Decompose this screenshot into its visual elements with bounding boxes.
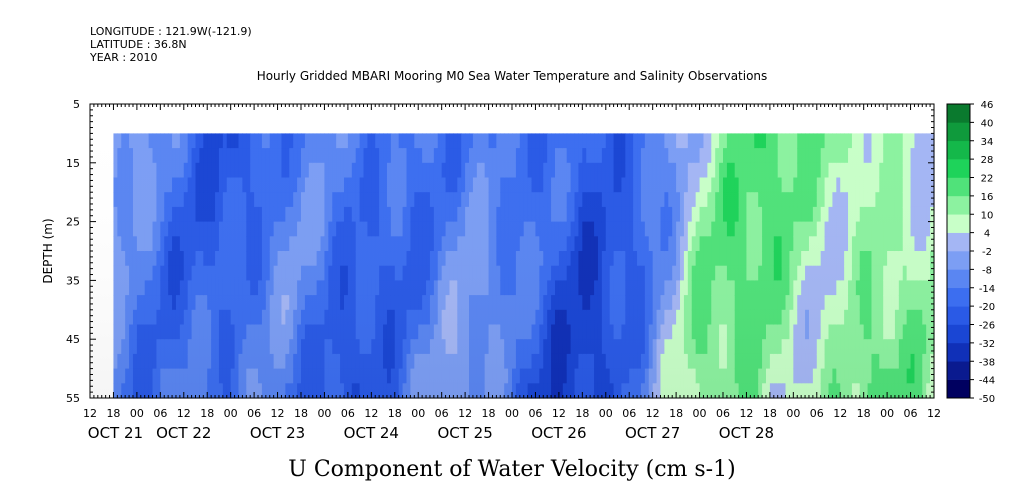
x-hour-label: 12 [646, 407, 660, 420]
x-hour-label: 06 [247, 407, 261, 420]
colorbar-swatch [947, 232, 970, 252]
x-hour-label: 18 [669, 407, 683, 420]
y-tick-label: 5 [73, 98, 80, 111]
chart-title: Hourly Gridded MBARI Mooring M0 Sea Wate… [257, 69, 768, 83]
colorbar-swatch [947, 342, 970, 362]
colorbar-label: 4 [984, 229, 990, 240]
x-hour-label: 06 [153, 407, 167, 420]
x-hour-labels: 12 18 00 06 12 18 00 06 12 18 00 06 12 18 00 06 12 18 00 06… [83, 407, 941, 420]
x-hour-label: 12 [83, 407, 97, 420]
colorbar-swatch [947, 269, 970, 289]
x-hour-label: 00 [130, 407, 144, 420]
colorbar-label: -20 [979, 302, 995, 313]
y-tick-labels: 5 15 25 35 45 55 [66, 98, 80, 405]
x-hour-label: 12 [739, 407, 753, 420]
x-hour-label: 06 [622, 407, 636, 420]
x-day-label: OCT 21 [88, 424, 143, 442]
colorbar-swatch [947, 195, 970, 215]
x-hour-label: 18 [482, 407, 496, 420]
field-shade [90, 104, 934, 398]
x-hour-label: 18 [106, 407, 120, 420]
x-hour-label: 00 [599, 407, 613, 420]
x-hour-label: 12 [271, 407, 285, 420]
colorbar-label: 46 [981, 100, 994, 111]
x-hour-label: 18 [200, 407, 214, 420]
colorbar-swatch [947, 140, 970, 160]
x-day-label: OCT 24 [344, 424, 399, 442]
colorbar-swatch [947, 214, 970, 233]
colorbar-label: -32 [979, 339, 995, 350]
x-hour-label: 18 [857, 407, 871, 420]
x-hour-label: 06 [435, 407, 449, 420]
x-hour-label: 06 [341, 407, 355, 420]
x-hour-label: 12 [833, 407, 847, 420]
colorbar-swatch [947, 104, 970, 123]
colorbar-swatch [947, 361, 970, 380]
y-tick-label: 25 [66, 216, 80, 229]
y-tick-label: 35 [66, 274, 80, 287]
longitude-label: LONGITUDE : 121.9W(-121.9) [90, 25, 252, 38]
x-hour-label: 00 [411, 407, 425, 420]
x-hour-label: 12 [552, 407, 566, 420]
x-day-label: OCT 26 [531, 424, 586, 442]
colorbar: -50 -44 -38 -32 -26 -20 -14 -8 -2 4 10 16 22 28 34 40 46 [946, 100, 995, 405]
colorbar-label: 40 [981, 118, 994, 129]
x-day-label: OCT 25 [437, 424, 492, 442]
x-day-label: OCT 22 [156, 424, 211, 442]
x-axis-label: U Component of Water Velocity (cm s-1) [288, 457, 735, 482]
colorbar-label: -50 [979, 394, 995, 405]
x-hour-label: 18 [763, 407, 777, 420]
colorbar-label: -14 [979, 284, 995, 295]
x-hour-label: 12 [927, 407, 941, 420]
colorbar-label: -8 [982, 265, 992, 276]
heatmap-field [90, 104, 935, 399]
colorbar-label: -26 [979, 321, 995, 332]
colorbar-label: 28 [981, 155, 994, 166]
x-day-label: OCT 23 [250, 424, 305, 442]
colorbar-label: 16 [981, 192, 994, 203]
x-hour-label: 06 [904, 407, 918, 420]
colorbar-label: 34 [981, 137, 994, 148]
x-day-label: OCT 28 [719, 424, 774, 442]
x-hour-label: 18 [294, 407, 308, 420]
latitude-label: LATITUDE : 36.8N [90, 38, 187, 51]
colorbar-label: 22 [981, 174, 994, 185]
year-label: YEAR : 2010 [90, 51, 158, 64]
x-hour-label: 12 [177, 407, 191, 420]
y-axis-label: DEPTH (m) [41, 218, 55, 283]
x-hour-label: 00 [880, 407, 894, 420]
x-hour-label: 18 [575, 407, 589, 420]
y-tick-label: 15 [66, 157, 80, 170]
colorbar-swatch [947, 287, 970, 307]
colorbar-label: -38 [979, 357, 995, 368]
x-day-label: OCT 27 [625, 424, 680, 442]
x-hour-label: 00 [317, 407, 331, 420]
x-hour-label: 06 [716, 407, 730, 420]
colorbar-swatch [947, 306, 970, 325]
colorbar-swatch [947, 251, 970, 270]
x-hour-label: 06 [810, 407, 824, 420]
x-hour-label: 00 [693, 407, 707, 420]
x-day-labels: OCT 21 OCT 22 OCT 23 OCT 24 OCT 25 OCT 26 OCT … [88, 424, 774, 442]
x-hour-label: 00 [224, 407, 238, 420]
colorbar-swatch [947, 177, 970, 197]
y-tick-label: 45 [66, 333, 80, 346]
y-tick-label: 55 [66, 392, 80, 405]
colorbar-label: -2 [982, 247, 992, 258]
colorbar-swatch [947, 159, 970, 178]
colorbar-label: -44 [979, 376, 995, 387]
x-hour-label: 00 [505, 407, 519, 420]
x-hour-label: 12 [458, 407, 472, 420]
x-hour-label: 00 [786, 407, 800, 420]
colorbar-swatch [947, 324, 970, 344]
axis-ticks [89, 103, 935, 399]
x-hour-label: 12 [364, 407, 378, 420]
x-hour-label: 06 [528, 407, 542, 420]
colorbar-swatch [947, 379, 970, 399]
colorbar-swatch [947, 122, 970, 142]
x-hour-label: 18 [388, 407, 402, 420]
colorbar-label: 10 [981, 210, 994, 221]
